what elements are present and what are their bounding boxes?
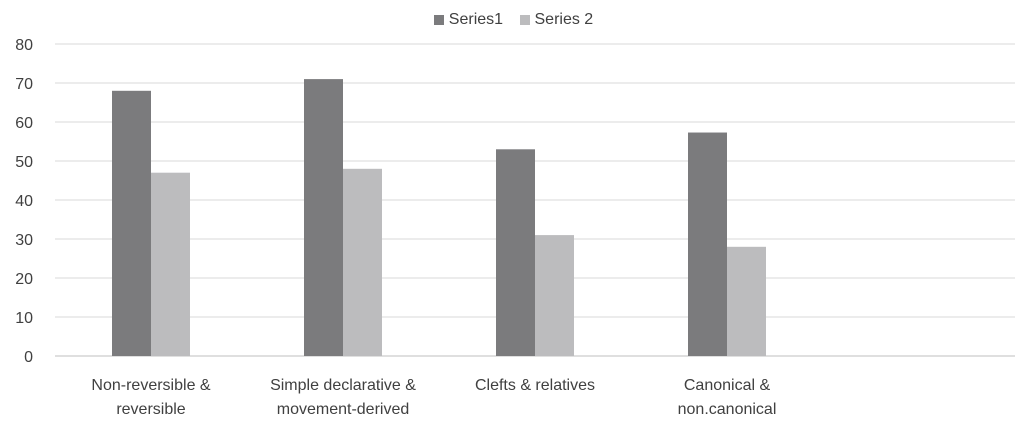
y-tick-label-30: 30 (15, 232, 33, 249)
x-tick-label-2-line-1: Simple declarative & (270, 377, 416, 394)
bar-2-3 (535, 235, 574, 356)
y-tick-label-0: 0 (24, 349, 33, 366)
x-tick-label-2-line-2: movement-derived (277, 401, 410, 418)
legend-label-series2: Series 2 (534, 11, 594, 28)
y-tick-label-80: 80 (15, 37, 33, 54)
y-tick-label-20: 20 (15, 271, 33, 288)
y-tick-label-40: 40 (15, 193, 33, 210)
y-tick-label-60: 60 (15, 115, 33, 132)
x-tick-label-4-line-2: non.canonical (678, 401, 777, 418)
bar-2-2 (343, 168, 382, 356)
bar-1-1 (112, 90, 151, 357)
y-tick-label-50: 50 (15, 154, 33, 171)
legend-swatch-series1 (433, 15, 444, 25)
x-tick-label-1-line-2: reversible (116, 401, 185, 418)
y-tick-label-10: 10 (15, 310, 33, 327)
legend-item-series2: Series 2 (519, 11, 594, 29)
x-tick-label-4-line-1: Canonical & (684, 377, 771, 394)
legend-label-series1: Series1 (448, 11, 504, 28)
bar-1-3 (496, 149, 535, 356)
bar-2-1 (151, 172, 190, 356)
bar-1-4 (688, 132, 727, 356)
bar-1-2 (304, 79, 343, 356)
legend-swatch-series2 (519, 15, 530, 25)
y-tick-label-70: 70 (15, 76, 33, 93)
x-tick-label-3-line-1: Clefts & relatives (475, 377, 595, 394)
bar-2-4 (727, 246, 766, 356)
x-tick-label-1-line-1: Non-reversible & (91, 377, 210, 394)
legend: Series1 Series 2 (0, 11, 1027, 30)
legend-item-series1: Series1 (433, 11, 504, 29)
